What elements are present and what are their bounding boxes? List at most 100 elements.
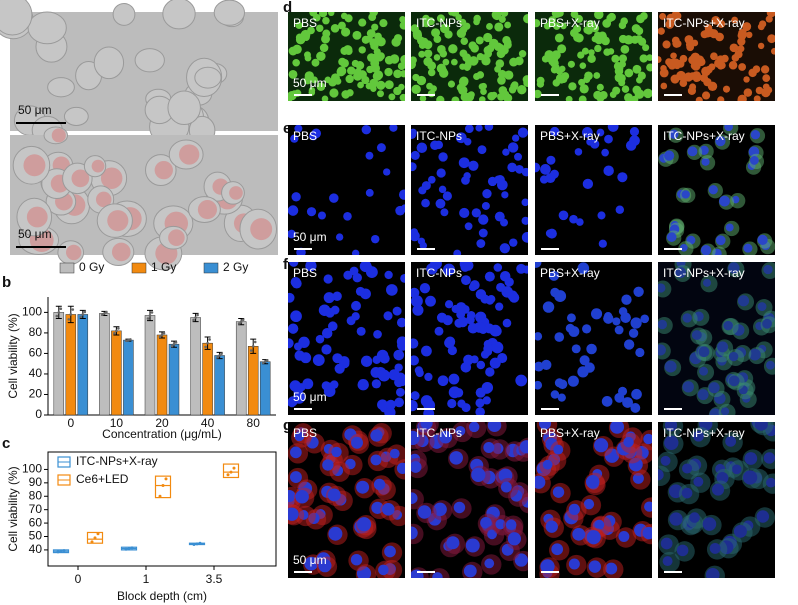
bar bbox=[259, 361, 271, 416]
nucleus bbox=[715, 235, 726, 246]
image-label: PBS+X-ray bbox=[540, 16, 600, 30]
nucleus bbox=[505, 519, 517, 531]
x-tick-label: 80 bbox=[247, 416, 261, 430]
nucleus bbox=[749, 155, 759, 165]
nucleus bbox=[361, 76, 370, 85]
nucleus bbox=[484, 271, 495, 282]
nucleus bbox=[337, 66, 347, 76]
dot bbox=[125, 339, 128, 343]
nucleus bbox=[343, 270, 353, 280]
nucleus bbox=[728, 262, 740, 274]
nucleus bbox=[389, 54, 400, 64]
nucleus bbox=[521, 198, 528, 207]
nucleus bbox=[722, 85, 731, 93]
fluorescence bbox=[250, 218, 273, 241]
nucleus bbox=[720, 407, 730, 415]
nucleus bbox=[294, 431, 305, 442]
y-tick-label: 50 bbox=[29, 529, 43, 543]
nucleus bbox=[550, 58, 559, 68]
panel-label: c bbox=[2, 435, 10, 452]
nucleus bbox=[371, 23, 379, 31]
nucleus bbox=[431, 28, 441, 38]
nucleus bbox=[535, 332, 543, 341]
nucleus bbox=[376, 143, 386, 153]
dot bbox=[241, 318, 245, 322]
point bbox=[127, 547, 131, 551]
dot bbox=[115, 329, 118, 333]
nucleus bbox=[318, 12, 328, 18]
nucleus bbox=[583, 498, 595, 510]
nucleus bbox=[631, 388, 642, 400]
nucleus bbox=[737, 94, 747, 101]
nucleus bbox=[578, 95, 587, 101]
nucleus bbox=[544, 50, 554, 60]
dot bbox=[261, 361, 265, 365]
cell bbox=[239, 208, 278, 250]
nucleus bbox=[343, 45, 353, 55]
nucleus bbox=[450, 12, 460, 17]
nucleus bbox=[384, 270, 393, 280]
nucleus bbox=[680, 243, 688, 252]
dot bbox=[69, 313, 73, 316]
nucleus bbox=[582, 178, 594, 190]
nucleus bbox=[480, 82, 487, 90]
nucleus bbox=[357, 379, 369, 391]
point bbox=[90, 540, 94, 544]
dot bbox=[253, 340, 257, 344]
nucleus bbox=[321, 344, 332, 355]
nucleus bbox=[419, 283, 431, 294]
nucleus bbox=[578, 78, 586, 86]
nucleus bbox=[522, 75, 528, 84]
scale-bar-label: 50 μm bbox=[293, 76, 327, 90]
nucleus bbox=[618, 531, 630, 542]
dot bbox=[55, 314, 59, 318]
legend-label: Ce6+LED bbox=[76, 472, 129, 486]
nucleus bbox=[609, 91, 617, 98]
nucleus bbox=[288, 490, 296, 503]
y-tick-label: 80 bbox=[29, 325, 43, 339]
dot bbox=[249, 349, 253, 352]
bar bbox=[156, 334, 168, 416]
image-background bbox=[535, 262, 652, 415]
nucleus bbox=[514, 553, 528, 567]
scale-bar-label: 50 μm bbox=[18, 227, 52, 241]
panel-label: d bbox=[283, 0, 292, 16]
point bbox=[56, 550, 60, 554]
nucleus bbox=[446, 536, 460, 550]
nucleus bbox=[503, 93, 513, 101]
nucleus bbox=[295, 489, 309, 504]
nucleus bbox=[643, 88, 652, 99]
nucleus bbox=[637, 71, 646, 80]
dot bbox=[218, 354, 221, 357]
nucleus bbox=[717, 341, 729, 353]
micrograph: ITC-NPs+X-ray bbox=[658, 262, 775, 415]
nucleus bbox=[328, 12, 335, 17]
nucleus bbox=[557, 44, 567, 54]
nucleus bbox=[442, 315, 453, 326]
nucleus bbox=[596, 83, 604, 91]
nucleus bbox=[579, 84, 589, 94]
nucleus bbox=[371, 234, 380, 244]
nucleus bbox=[334, 363, 345, 374]
nucleus bbox=[358, 18, 367, 27]
dot bbox=[103, 312, 106, 315]
nucleus bbox=[351, 312, 360, 321]
nucleus bbox=[478, 228, 488, 238]
nucleus bbox=[577, 262, 590, 275]
nucleus bbox=[604, 134, 613, 144]
y-tick-label: 100 bbox=[22, 462, 42, 476]
nucleus bbox=[465, 538, 480, 553]
nucleus bbox=[566, 313, 576, 323]
nucleus bbox=[288, 70, 298, 79]
nucleus bbox=[535, 89, 542, 99]
nucleus bbox=[338, 21, 346, 30]
nucleus bbox=[637, 37, 647, 46]
dot bbox=[220, 352, 223, 355]
nucleus bbox=[632, 472, 644, 484]
nucleus bbox=[397, 62, 405, 71]
nucleus bbox=[582, 324, 592, 334]
nucleus bbox=[662, 40, 671, 49]
legend-swatch bbox=[131, 262, 147, 274]
nucleus bbox=[477, 145, 487, 155]
nucleus bbox=[317, 211, 326, 220]
